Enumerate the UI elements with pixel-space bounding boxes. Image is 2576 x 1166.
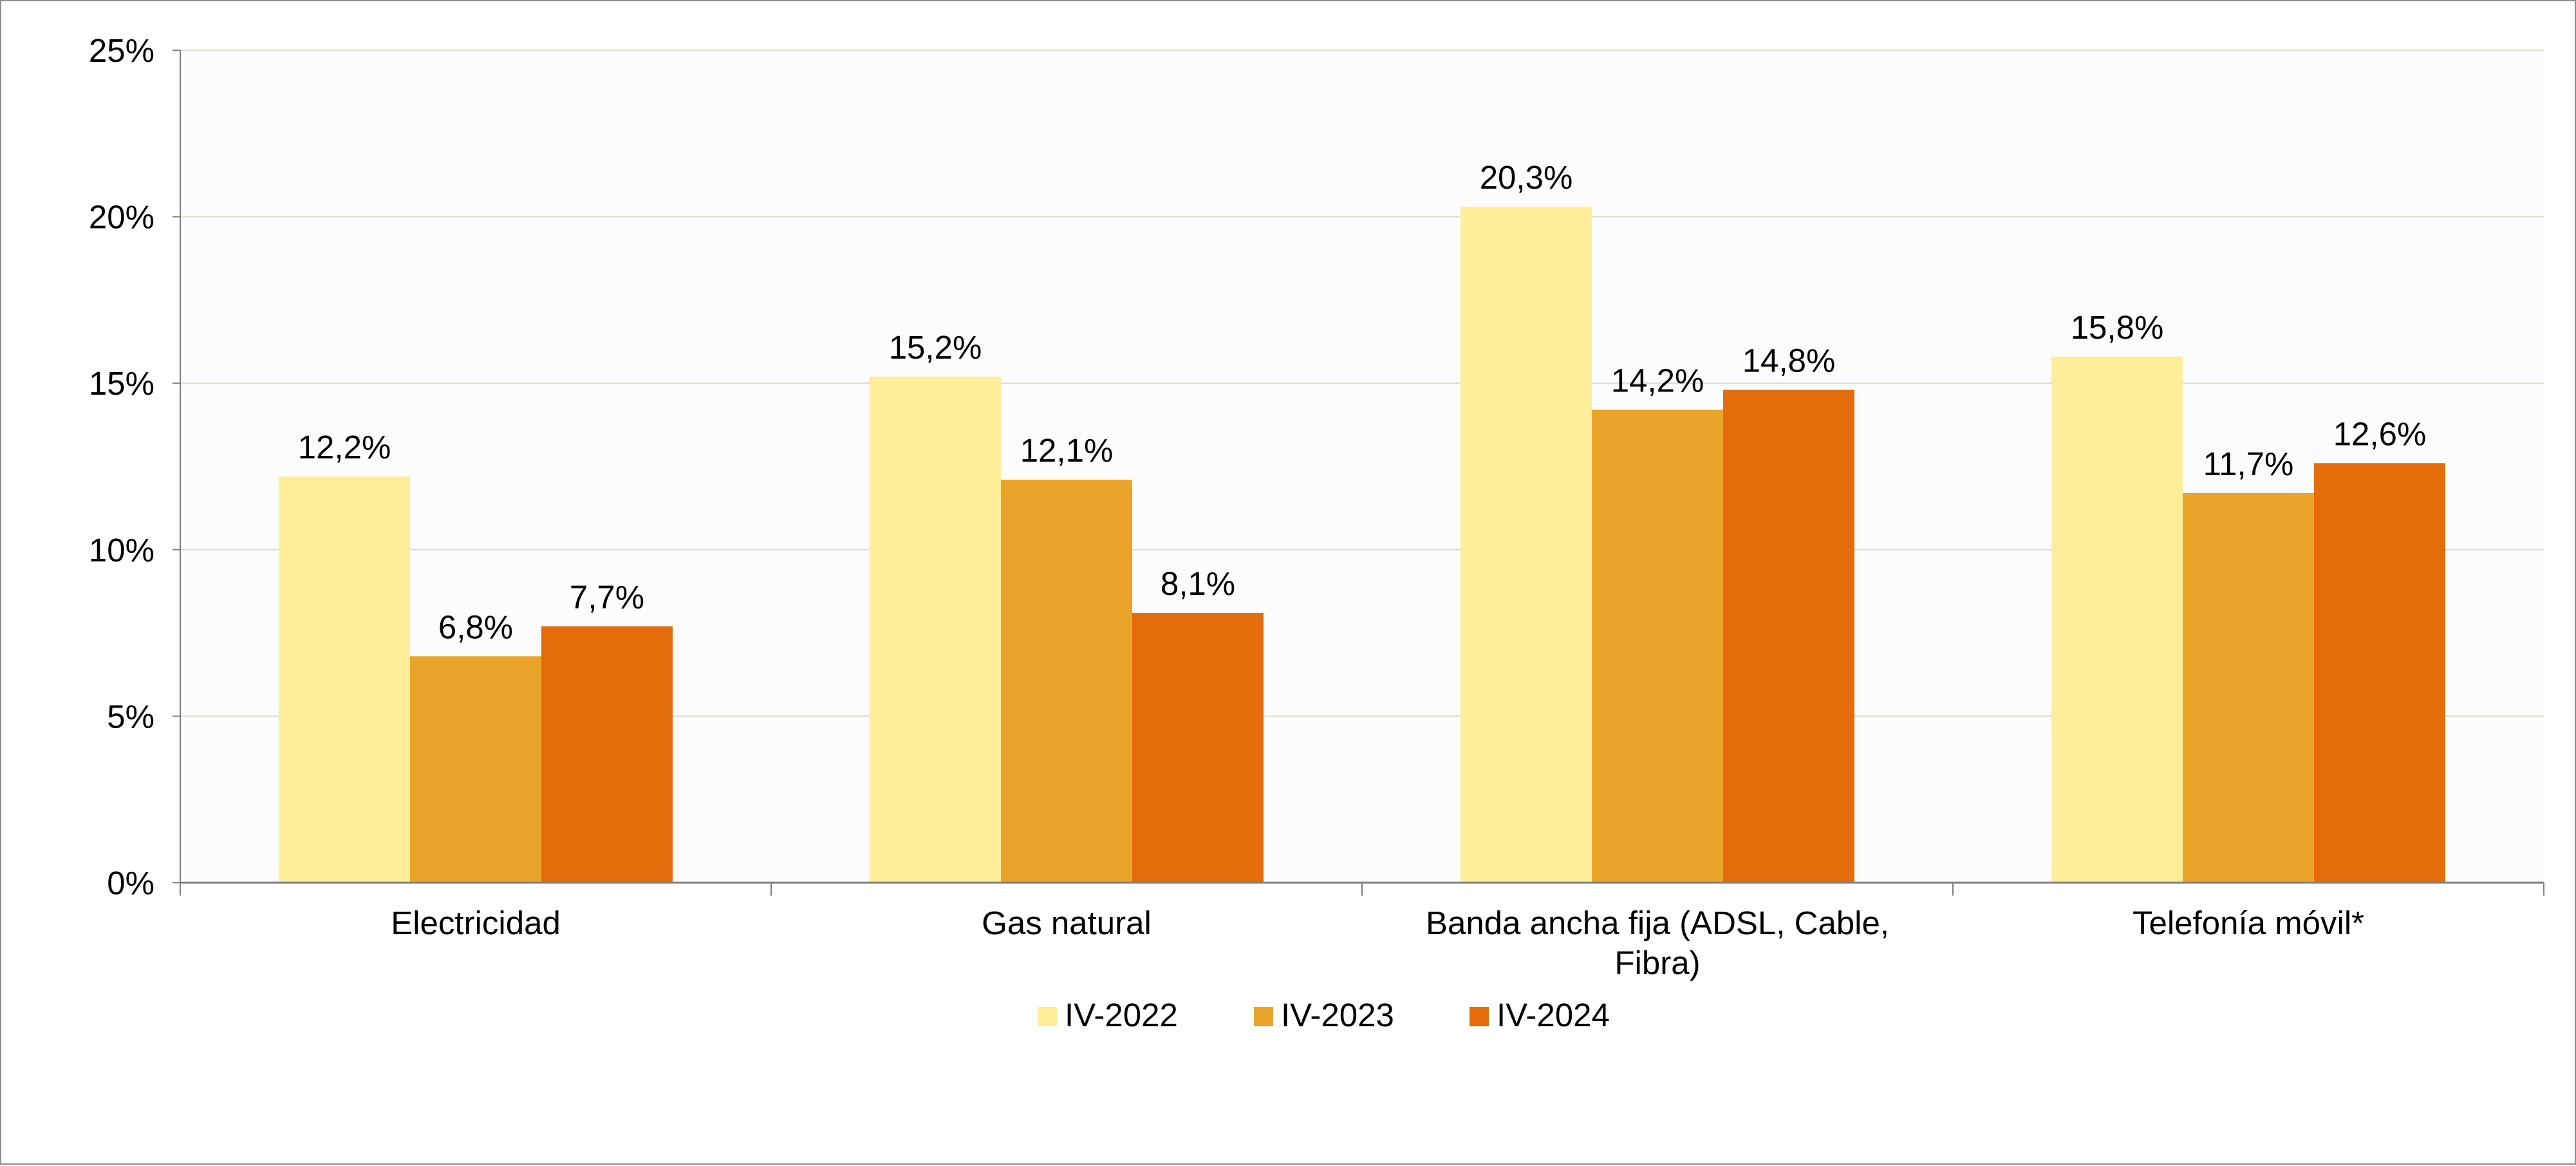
data-label: 15,2% [889,329,982,366]
data-label: 20,3% [1480,159,1573,196]
legend-label: IV-2022 [1065,997,1178,1033]
data-label: 7,7% [570,579,644,616]
x-axis-category-labels: Electricidad Gas natural Banda ancha fija … [391,905,2364,981]
legend-swatch-iv-2024 [1470,1007,1489,1026]
data-label: 15,8% [2071,309,2164,346]
y-axis-tick-labels: 0% 5% 10% 15% 20% 25% [89,32,154,901]
bar-iv-2023 [2183,493,2314,883]
y-tick-label: 0% [107,865,154,901]
bar-iv-2023 [1001,480,1132,883]
data-label: 12,1% [1020,432,1114,469]
data-label: 14,2% [1611,362,1704,399]
y-tick-label: 15% [89,365,154,402]
x-category-label: Fibra) [1614,945,1700,981]
legend-label: IV-2024 [1497,997,1610,1033]
y-tick-label: 25% [89,32,154,69]
data-labels: 12,2% 6,8% 7,7% 15,2% 12,1% 8,1% 20,3% 14,2% 14,… [298,159,2427,645]
x-category-label: Telefonía móvil* [2133,905,2364,941]
bar-iv-2023 [410,656,541,883]
y-tick-label: 5% [107,698,154,735]
axes [180,50,2544,896]
x-category-label: Gas natural [982,905,1152,941]
data-label: 12,6% [2333,415,2427,452]
legend: IV-2022 IV-2023 IV-2024 [1038,997,1610,1033]
data-label: 12,2% [298,429,391,465]
legend-label: IV-2023 [1281,997,1394,1033]
y-tick-label: 10% [89,532,154,569]
bar-iv-2024 [541,626,673,883]
bar-iv-2022 [870,376,1001,883]
x-category-label: Electricidad [391,905,561,941]
bar-iv-2024 [1132,613,1264,883]
bar-iv-2022 [2051,356,2183,883]
legend-swatch-iv-2023 [1254,1007,1273,1026]
data-label: 11,7% [2203,446,2294,482]
legend-swatch-iv-2022 [1038,1007,1057,1026]
bar-iv-2022 [1461,207,1592,883]
bar-iv-2024 [1723,390,1854,883]
data-label: 14,8% [1742,343,1836,379]
bars [279,207,2445,883]
y-tick-label: 20% [89,199,154,236]
bar-iv-2023 [1592,409,1723,883]
data-label: 6,8% [438,608,513,645]
x-category-label: Banda ancha fija (ADSL, Cable, [1426,905,1889,941]
bar-iv-2024 [2314,463,2445,883]
data-label: 8,1% [1161,565,1235,602]
bar-iv-2022 [279,476,410,883]
